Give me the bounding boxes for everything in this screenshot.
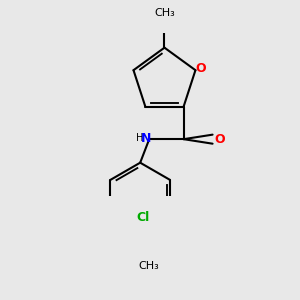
Text: O: O <box>195 62 206 75</box>
Text: O: O <box>214 133 225 146</box>
Text: CH₃: CH₃ <box>154 8 175 18</box>
Text: N: N <box>141 132 151 145</box>
Text: CH₃: CH₃ <box>139 261 160 271</box>
Text: Cl: Cl <box>136 212 150 224</box>
Text: H: H <box>136 133 143 143</box>
